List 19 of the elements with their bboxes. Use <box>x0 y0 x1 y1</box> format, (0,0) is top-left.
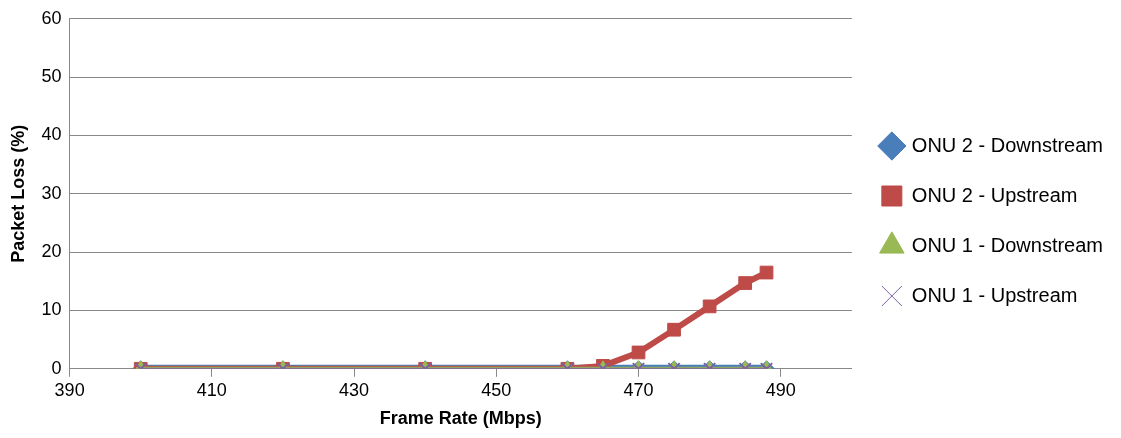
legend-label: ONU 2 - Upstream <box>911 183 1078 206</box>
y-tick-label: 30 <box>41 182 62 203</box>
x-tick-label: 470 <box>623 379 654 400</box>
legend-label: ONU 1 - Downstream <box>911 233 1103 256</box>
y-tick-label: 20 <box>41 241 62 262</box>
x-tick-label: 450 <box>481 379 512 400</box>
x-tick-label: 390 <box>54 379 85 400</box>
x-tick-label: 410 <box>196 379 227 400</box>
y-axis-title: Packet Loss (%) <box>7 124 28 263</box>
x-tick-label: 490 <box>765 379 796 400</box>
y-tick-label: 50 <box>41 66 62 87</box>
y-tick-label: 0 <box>51 357 62 378</box>
y-tick-label: 60 <box>41 7 62 28</box>
y-tick-label: 40 <box>41 124 62 145</box>
legend-label: ONU 1 - Upstream <box>911 283 1078 306</box>
x-tick-label: 430 <box>339 379 370 400</box>
y-tick-label: 10 <box>41 299 62 320</box>
x-axis-title: Frame Rate (Mbps) <box>379 408 542 429</box>
legend-label: ONU 2 - Downstream <box>911 133 1103 156</box>
